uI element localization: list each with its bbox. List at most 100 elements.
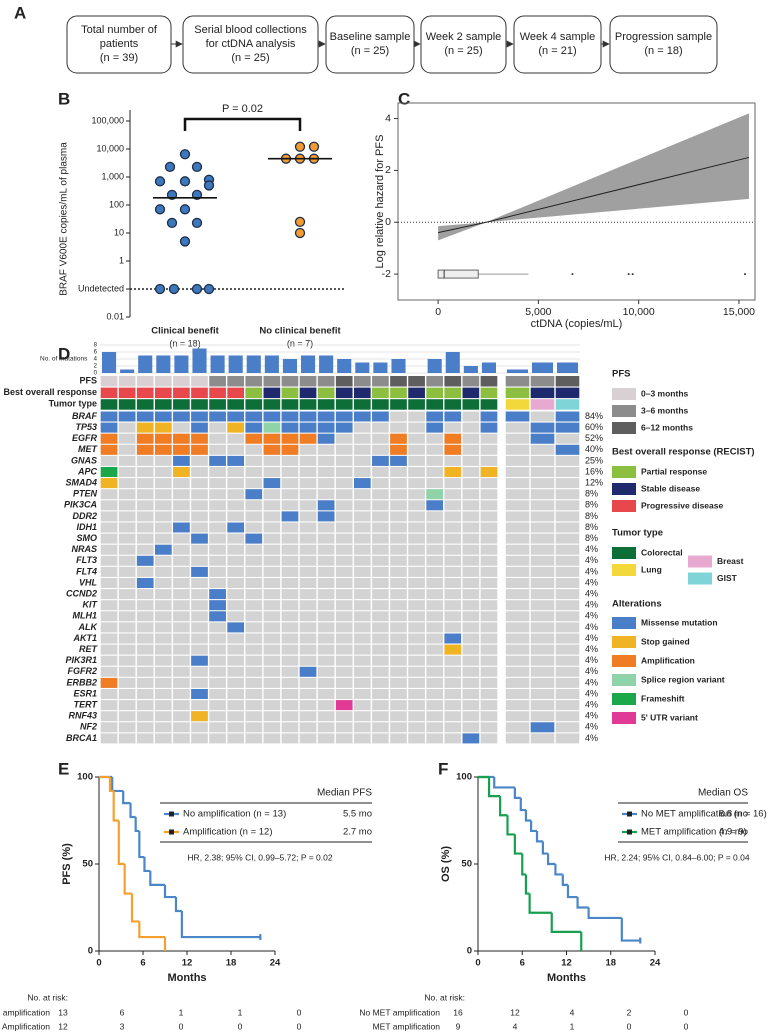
- empty-cell: [299, 522, 317, 533]
- gene-label: TP53: [75, 422, 97, 432]
- alteration-cell: [335, 700, 353, 711]
- empty-cell: [372, 622, 389, 633]
- mutation-bar: [445, 352, 460, 373]
- legend-title: Median PFS: [317, 788, 372, 799]
- legend-label: Amplification: [641, 655, 695, 665]
- empty-cell: [480, 533, 498, 544]
- empty-cell: [209, 655, 226, 666]
- empty-cell: [100, 578, 118, 588]
- empty-cell: [281, 711, 299, 722]
- empty-cell: [191, 733, 208, 744]
- empty-cell: [136, 600, 154, 611]
- empty-cell: [390, 422, 407, 433]
- legend-swatch: [688, 555, 712, 568]
- alteration-cell: [555, 444, 580, 455]
- percent-label: 4%: [585, 566, 598, 576]
- legend-marker-dot: [627, 829, 632, 835]
- empty-cell: [555, 677, 580, 688]
- empty-cell: [530, 677, 555, 688]
- survival-step: [561, 874, 568, 886]
- empty-cell: [390, 655, 407, 666]
- empty-cell: [317, 655, 335, 666]
- gene-label: CCND2: [66, 588, 97, 598]
- data-point: [191, 283, 203, 295]
- mutation-bar: [507, 369, 528, 373]
- alteration-cell: [299, 411, 317, 422]
- empty-cell: [353, 555, 371, 566]
- legend-title: Alterations: [612, 599, 662, 610]
- empty-cell: [263, 522, 281, 533]
- empty-cell: [353, 722, 371, 733]
- empty-cell: [505, 666, 530, 677]
- empty-cell: [390, 489, 407, 500]
- percent-label: 4%: [585, 644, 598, 654]
- empty-cell: [263, 655, 281, 666]
- empty-cell: [444, 422, 462, 433]
- empty-cell: [299, 611, 317, 622]
- empty-cell: [353, 455, 371, 466]
- track-cell: [444, 387, 462, 399]
- empty-cell: [317, 733, 335, 744]
- empty-cell: [462, 578, 480, 588]
- survival-step: [487, 777, 501, 798]
- empty-cell: [426, 511, 444, 522]
- empty-cell: [372, 655, 389, 666]
- track-cell: [317, 387, 335, 399]
- empty-cell: [209, 555, 226, 566]
- empty-cell: [317, 666, 335, 677]
- empty-cell: [353, 655, 371, 666]
- empty-cell: [372, 500, 389, 511]
- survival-step: [108, 777, 114, 793]
- y-axis-label: BRAF V600E copies/mL of plasma: [59, 142, 70, 296]
- empty-cell: [118, 478, 136, 489]
- survival-step: [122, 790, 131, 805]
- empty-cell: [353, 444, 371, 455]
- significance-bracket: [183, 117, 302, 131]
- survival-step: [587, 907, 622, 920]
- empty-cell: [299, 733, 317, 744]
- alteration-cell: [100, 478, 118, 489]
- alteration-cell: [281, 433, 299, 444]
- empty-cell: [136, 478, 154, 489]
- empty-cell: [390, 500, 407, 511]
- track-cell: [281, 376, 299, 387]
- empty-cell: [173, 589, 190, 600]
- empty-cell: [136, 666, 154, 677]
- empty-cell: [136, 467, 154, 477]
- legend-swatch: [688, 572, 712, 585]
- empty-cell: [245, 455, 263, 466]
- flow-n: (n = 39): [100, 52, 138, 64]
- empty-cell: [100, 589, 118, 600]
- survival-step: [123, 864, 132, 895]
- gene-label: MLH1: [73, 611, 98, 621]
- empty-cell: [317, 633, 335, 644]
- empty-cell: [245, 677, 263, 688]
- empty-cell: [263, 666, 281, 677]
- empty-cell: [408, 689, 425, 699]
- empty-cell: [209, 467, 226, 477]
- y-tick-label: 100: [456, 772, 472, 783]
- box-outlier: [631, 273, 634, 276]
- percent-label: 4%: [585, 600, 598, 610]
- empty-cell: [426, 444, 444, 455]
- empty-cell: [335, 489, 353, 500]
- track-cell: [118, 387, 136, 399]
- alteration-cell: [209, 589, 226, 600]
- empty-cell: [299, 677, 317, 688]
- empty-cell: [191, 467, 208, 477]
- empty-cell: [335, 500, 353, 511]
- alteration-cell: [209, 611, 226, 622]
- empty-cell: [263, 533, 281, 544]
- y-axis-label: Log relative hazard for PFS: [374, 135, 386, 269]
- survival-step: [138, 830, 145, 859]
- flow-box: [609, 15, 718, 74]
- data-point: [164, 161, 176, 173]
- empty-cell: [227, 700, 245, 711]
- empty-cell: [317, 478, 335, 489]
- risk-label: Amplification: [2, 1021, 50, 1031]
- empty-cell: [530, 711, 555, 722]
- data-point: [166, 217, 178, 229]
- data-point: [308, 141, 320, 152]
- risk-count: 13: [58, 1007, 68, 1017]
- empty-cell: [426, 555, 444, 566]
